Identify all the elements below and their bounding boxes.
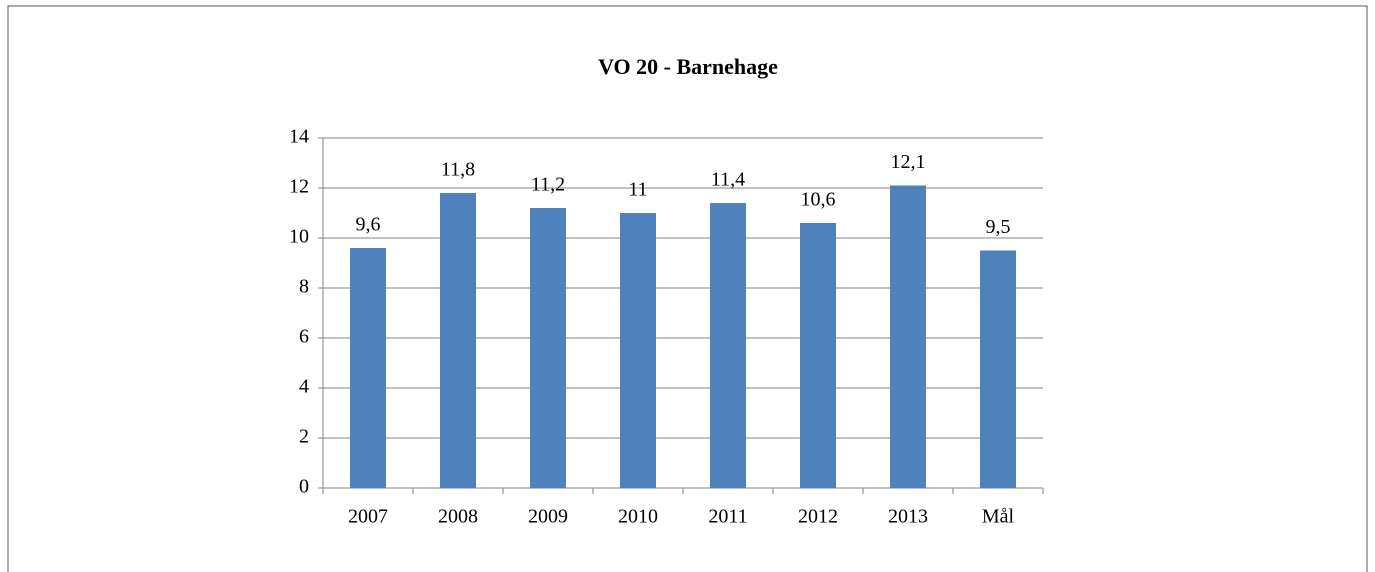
data-label: 9,6 bbox=[356, 214, 381, 236]
x-tick-label: 2008 bbox=[438, 506, 478, 528]
bar bbox=[350, 248, 386, 488]
data-label: 11 bbox=[628, 179, 647, 201]
data-label: 11,2 bbox=[531, 174, 565, 196]
data-label: 11,4 bbox=[711, 169, 745, 191]
bar bbox=[530, 208, 566, 488]
data-label: 9,5 bbox=[986, 216, 1011, 238]
y-tick-label: 4 bbox=[299, 376, 309, 398]
y-tick-label: 12 bbox=[289, 176, 309, 198]
bar bbox=[800, 223, 836, 488]
x-tick-label: 2007 bbox=[348, 506, 388, 528]
data-label: 10,6 bbox=[801, 189, 836, 211]
x-tick-label: 2011 bbox=[708, 506, 747, 528]
bar bbox=[710, 203, 746, 488]
y-tick-label: 8 bbox=[299, 276, 309, 298]
bar bbox=[620, 213, 656, 488]
data-label: 12,1 bbox=[891, 151, 926, 173]
bar bbox=[440, 193, 476, 488]
y-tick-label: 6 bbox=[299, 326, 309, 348]
x-tick-label: 2010 bbox=[618, 506, 658, 528]
y-tick-label: 14 bbox=[289, 126, 309, 148]
bar bbox=[890, 185, 926, 488]
y-tick-label: 10 bbox=[289, 226, 309, 248]
x-tick-label: 2013 bbox=[888, 506, 928, 528]
chart-frame bbox=[7, 5, 1368, 572]
x-tick-label: 2012 bbox=[798, 506, 838, 528]
chart-title: VO 20 - Barnehage bbox=[598, 54, 778, 79]
y-tick-label: 0 bbox=[299, 476, 309, 498]
x-tick-label: Mål bbox=[982, 506, 1015, 528]
y-tick-label: 2 bbox=[299, 426, 309, 448]
x-tick-label: 2009 bbox=[528, 506, 568, 528]
bar bbox=[980, 250, 1016, 488]
data-label: 11,8 bbox=[441, 159, 475, 181]
